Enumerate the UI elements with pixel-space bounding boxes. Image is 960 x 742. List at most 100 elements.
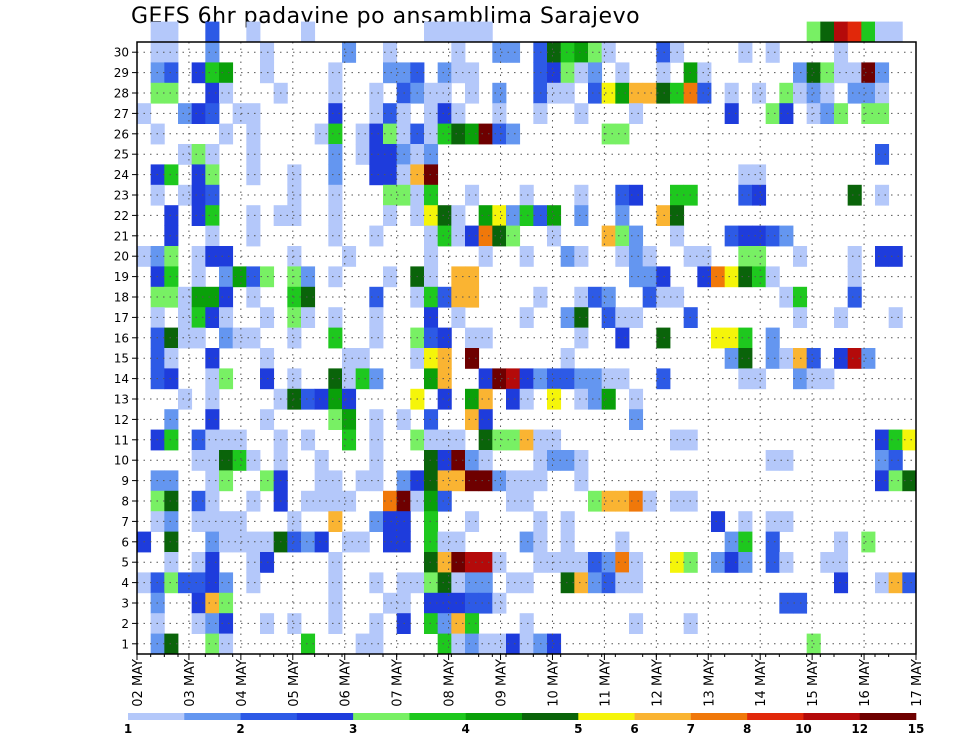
- heatmap-cell: [164, 62, 179, 84]
- colorbar-label: 10: [795, 722, 812, 736]
- heatmap-cell: [437, 633, 452, 655]
- heatmap-cell: [246, 531, 261, 553]
- y-tick-label: 19: [114, 270, 129, 284]
- heatmap-cell: [205, 592, 220, 614]
- heatmap-cell: [191, 164, 206, 186]
- heatmap-cell: [574, 450, 589, 471]
- heatmap-cell: [478, 572, 493, 594]
- heatmap-cell: [205, 572, 220, 594]
- x-tick-label: 08 MAY: [443, 659, 458, 707]
- heatmap-cell: [629, 246, 644, 267]
- heatmap-cell: [697, 62, 712, 84]
- y-tick-label: 9: [121, 474, 129, 488]
- heatmap-cell: [369, 144, 384, 165]
- heatmap-cell: [656, 62, 671, 84]
- heatmap-cell: [369, 429, 384, 451]
- heatmap-cell: [164, 286, 179, 308]
- heatmap-cell: [369, 613, 384, 634]
- heatmap-cell: [560, 531, 575, 553]
- heatmap-cell: [191, 552, 206, 573]
- heatmap-cell: [301, 286, 316, 308]
- heatmap-cell: [847, 266, 862, 288]
- heatmap-cell: [178, 327, 193, 349]
- heatmap-cell: [191, 490, 206, 512]
- heatmap-cell: [328, 592, 343, 614]
- heatmap-cell: [369, 572, 384, 594]
- heatmap-cell: [629, 307, 644, 328]
- heatmap-cell: [765, 552, 780, 573]
- heatmap-cell: [301, 307, 316, 328]
- heatmap-cell: [232, 266, 247, 288]
- heatmap-cell: [191, 144, 206, 165]
- colorbar-label: 8: [743, 722, 751, 736]
- heatmap-cell: [834, 572, 849, 594]
- heatmap-cell: [451, 429, 466, 451]
- heatmap-cell: [478, 592, 493, 614]
- heatmap-cell: [328, 307, 343, 328]
- heatmap-cell: [560, 82, 575, 104]
- heatmap-cell: [519, 470, 534, 492]
- heatmap-cell: [615, 490, 630, 512]
- heatmap-cell: [451, 42, 466, 63]
- heatmap-cell: [191, 205, 206, 226]
- y-tick-label: 27: [114, 107, 129, 121]
- heatmap-cell: [574, 327, 589, 349]
- heatmap-cell: [861, 531, 876, 553]
- heatmap-cell: [834, 307, 849, 328]
- heatmap-cell: [506, 572, 521, 594]
- colorbar-swatch: [296, 713, 354, 720]
- heatmap-cell: [246, 205, 261, 226]
- heatmap-cell: [246, 164, 261, 186]
- heatmap-cell: [451, 592, 466, 614]
- heatmap-cell: [492, 82, 507, 104]
- heatmap-cell: [301, 21, 316, 43]
- heatmap-cell: [465, 450, 480, 471]
- heatmap-cell: [424, 409, 439, 430]
- heatmap-cell: [369, 307, 384, 328]
- heatmap-cell: [451, 531, 466, 553]
- heatmap-cell: [191, 307, 206, 328]
- heatmap-cell: [560, 42, 575, 63]
- heatmap-cell: [164, 348, 179, 369]
- heatmap-cell: [560, 307, 575, 328]
- heatmap-cell: [424, 531, 439, 553]
- colorbar-label: 2: [236, 722, 244, 736]
- heatmap-cell: [560, 348, 575, 369]
- colorbar-swatch: [522, 713, 579, 720]
- heatmap-cell: [656, 327, 671, 349]
- heatmap-cell: [437, 470, 452, 492]
- y-tick-label: 1: [121, 637, 129, 651]
- heatmap-cell: [834, 42, 849, 63]
- heatmap-cell: [205, 470, 220, 492]
- heatmap-cell: [465, 592, 480, 614]
- heatmap-cell: [615, 552, 630, 573]
- colorbar-label: 15: [908, 722, 925, 736]
- heatmap-cell: [342, 531, 357, 553]
- colorbar-label: 7: [687, 722, 695, 736]
- y-tick-label: 8: [121, 495, 129, 509]
- heatmap-cell: [369, 511, 384, 532]
- colorbar-label: 6: [630, 722, 638, 736]
- heatmap-cell: [574, 62, 589, 84]
- heatmap-cell: [752, 225, 767, 247]
- heatmap-cell: [506, 205, 521, 226]
- heatmap-cell: [615, 368, 630, 390]
- heatmap-cell: [451, 21, 466, 43]
- heatmap-cell: [164, 225, 179, 247]
- heatmap-cell: [724, 82, 739, 104]
- heatmap-cell: [506, 123, 521, 145]
- heatmap-cell: [383, 592, 398, 614]
- heatmap-cell: [465, 552, 480, 573]
- heatmap-cell: [246, 450, 261, 471]
- heatmap-cell: [752, 246, 767, 267]
- heatmap-cell: [888, 572, 903, 594]
- colorbar-swatch: [353, 713, 410, 720]
- heatmap-cell: [506, 42, 521, 63]
- heatmap-cell: [642, 82, 657, 104]
- heatmap-cell: [246, 123, 261, 145]
- heatmap-cell: [205, 225, 220, 247]
- heatmap-cell: [492, 470, 507, 492]
- heatmap-cell: [232, 531, 247, 553]
- heatmap-cell: [519, 368, 534, 390]
- y-tick-label: 7: [121, 515, 129, 529]
